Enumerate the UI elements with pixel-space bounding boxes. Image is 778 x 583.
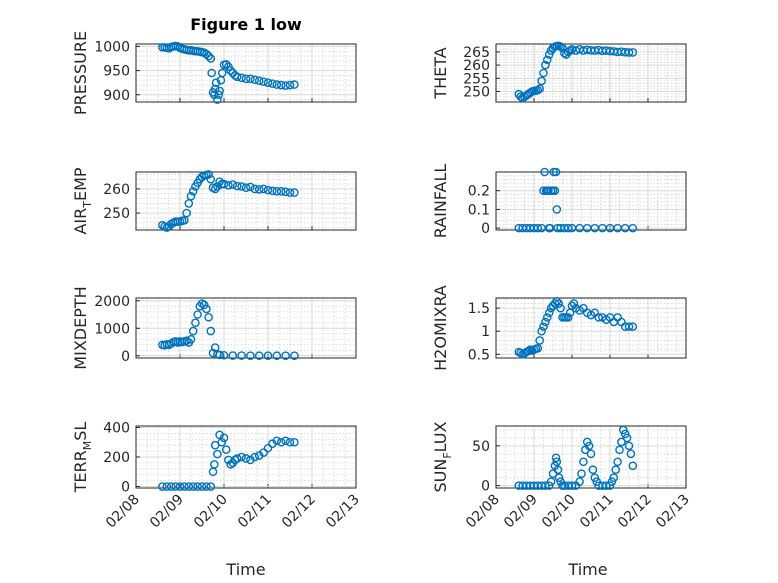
y-tick-label: 250 xyxy=(103,206,130,222)
y-tick-label: 1000 xyxy=(94,39,130,55)
x-tick-label: 02/12 xyxy=(279,492,319,532)
x-tick-label: 02/11 xyxy=(235,492,275,532)
y-tick-label: 0 xyxy=(481,221,490,237)
x-tick-label: 02/10 xyxy=(191,492,231,532)
y-tick-label: 0.1 xyxy=(468,202,490,218)
x-tick-label: 02/13 xyxy=(323,492,363,532)
x-tick-label: 02/12 xyxy=(615,492,655,532)
y-axis-label: TERRMSL xyxy=(71,422,94,494)
x-axis-label-right: Time xyxy=(567,560,607,579)
figure-canvas: Figure 1 low 9009501000PRESSURE 250255260… xyxy=(0,0,778,583)
x-tick-label: 02/13 xyxy=(653,492,693,532)
y-axis-label: H2OMIXRA xyxy=(431,285,450,371)
y-axis-label: MIXDEPTH xyxy=(71,286,90,369)
y-tick-label: 265 xyxy=(463,45,490,61)
y-tick-label: 2000 xyxy=(94,294,130,310)
x-tick-label: 02/08 xyxy=(103,492,143,532)
x-tick-label: 02/08 xyxy=(463,492,503,532)
subplot-theta: 250255260265THETA xyxy=(431,42,686,102)
y-axis-label: THETA xyxy=(431,47,450,99)
y-axis-label: SUNFLUX xyxy=(431,421,454,492)
y-tick-label: 900 xyxy=(103,88,130,104)
y-tick-label: 260 xyxy=(103,182,130,198)
x-tick-label: 02/09 xyxy=(501,492,541,532)
y-tick-label: 950 xyxy=(103,64,130,80)
subplot-air_temp: 250 260 AIRTEMP xyxy=(71,167,356,234)
x-tick-label: 02/10 xyxy=(539,492,579,532)
y-axis-label: AIRTEMP xyxy=(71,167,94,234)
y-tick-label: 200 xyxy=(103,450,130,466)
y-tick-label: 0.2 xyxy=(468,184,490,200)
y-tick-label: 50 xyxy=(472,439,490,455)
y-tick-label: 1000 xyxy=(94,321,130,337)
y-tick-label: 1 xyxy=(481,324,490,340)
subplot-h2omixra: 0.5 1 1.5 H2OMIXRA xyxy=(431,285,686,371)
x-tick-label: 02/09 xyxy=(147,492,187,532)
x-tick-label: 02/11 xyxy=(577,492,617,532)
y-tick-label: 0.5 xyxy=(468,347,490,363)
subplot-pressure: 900 950 1000PRESSURE xyxy=(71,31,356,115)
subplot-rainfall: 0 0.1 0.2 RAINFALL xyxy=(431,164,686,239)
y-tick-label: 1.5 xyxy=(468,301,490,317)
y-tick-label: 0 xyxy=(121,349,130,365)
y-axis-label: RAINFALL xyxy=(431,164,450,239)
x-axis-label-left: Time xyxy=(225,560,265,579)
figure-title: Figure 1 low xyxy=(190,15,302,34)
subplot-terr_msl: 0 200 400 TERRMSL 02/08 02/09 02/10 02/11 02/12 0… xyxy=(71,420,363,531)
y-axis-label: PRESSURE xyxy=(71,31,90,115)
y-tick-label: 0 xyxy=(481,479,490,495)
subplots-container: 9009501000PRESSURE 250255260265THETA25026… xyxy=(71,31,693,531)
y-tick-label: 400 xyxy=(103,420,130,436)
